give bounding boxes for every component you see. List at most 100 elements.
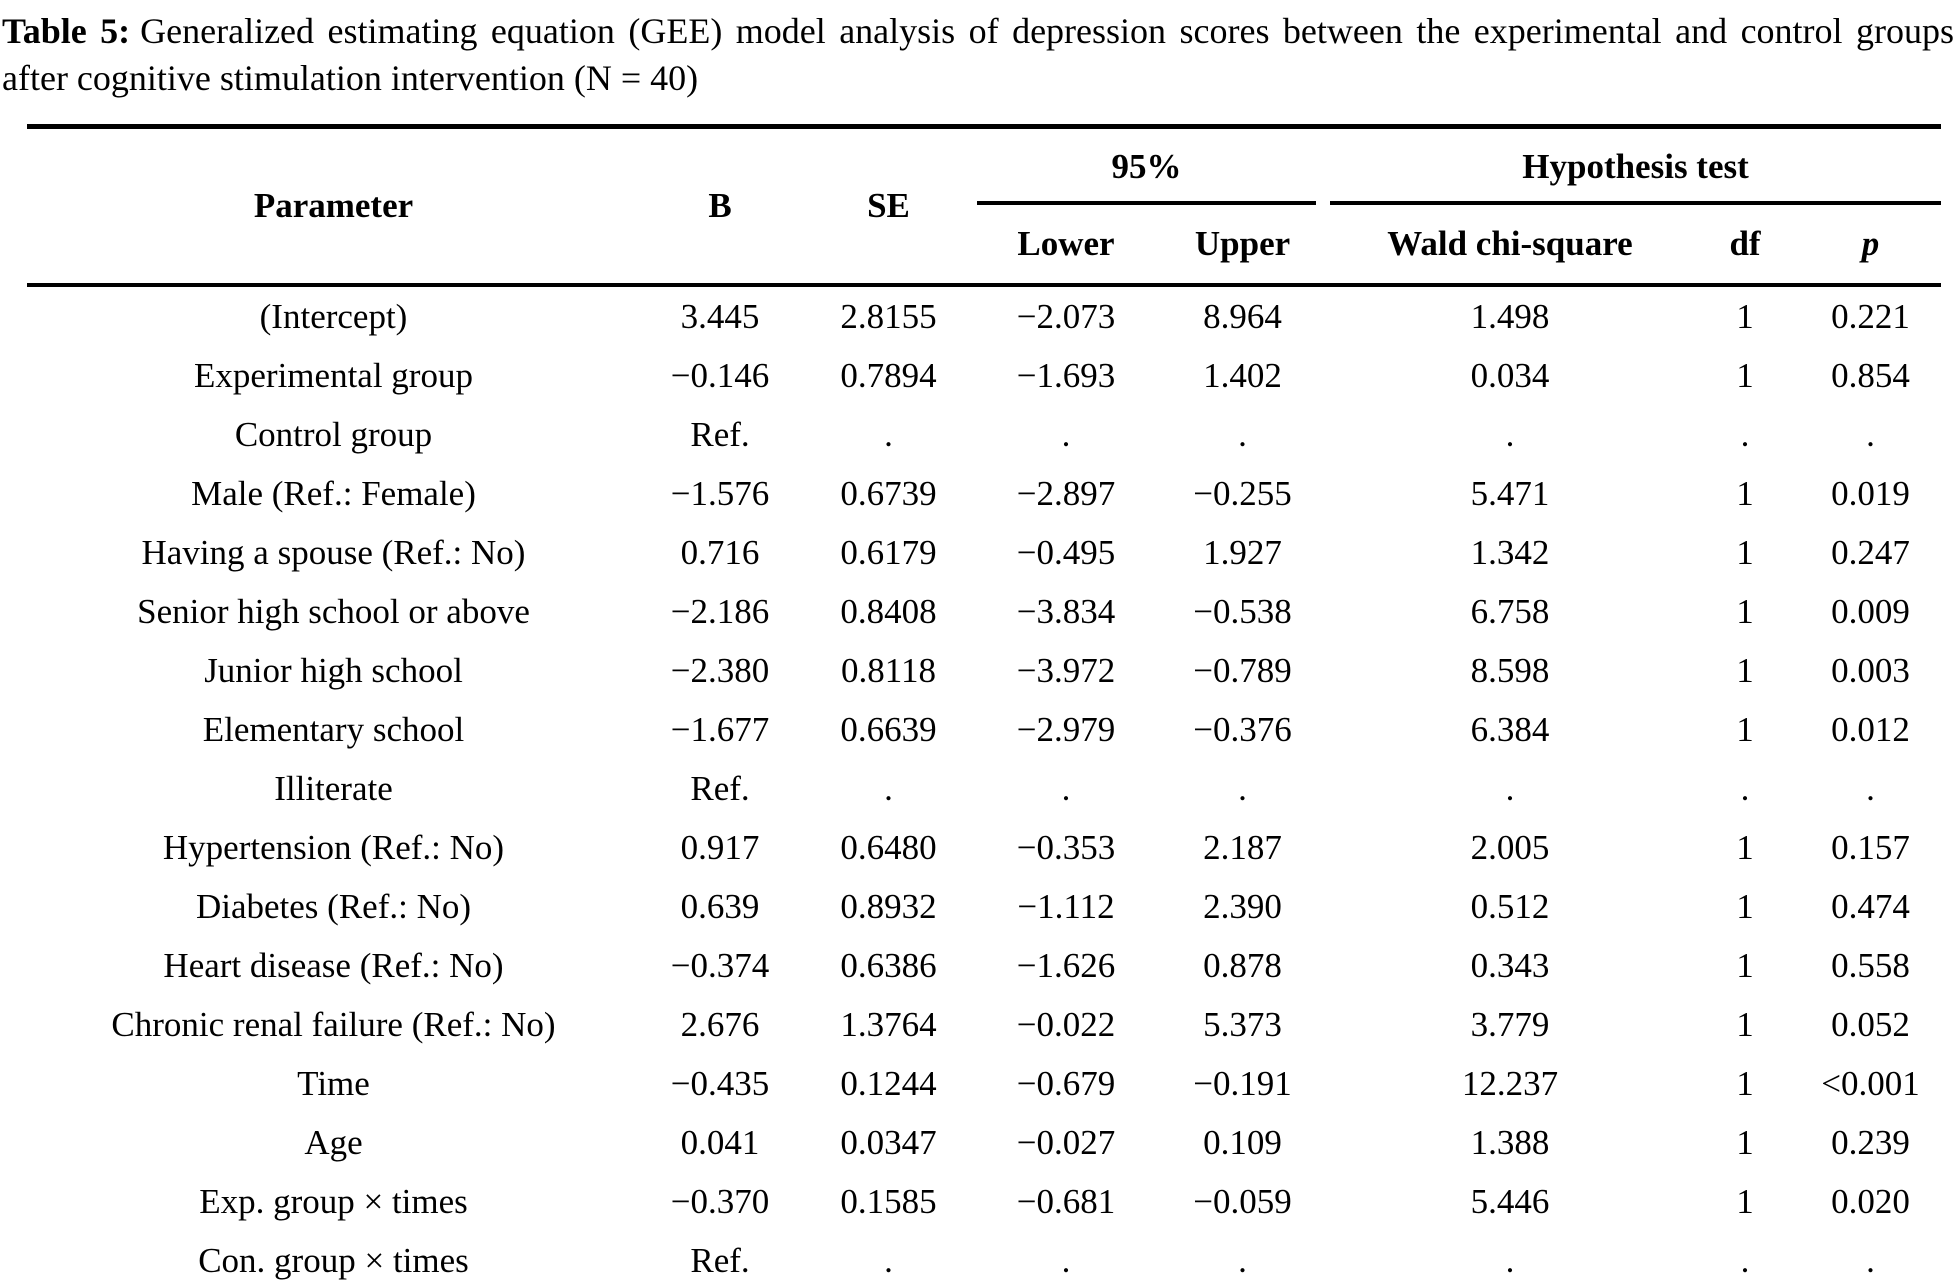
value-cell: . [1866, 414, 1875, 454]
value-cell: −0.679 [1016, 1063, 1116, 1103]
value-cell: 0.917 [680, 827, 760, 867]
value-cell: −1.626 [1016, 945, 1116, 985]
value-cell: −0.538 [1193, 591, 1292, 631]
value-cell: −1.677 [670, 709, 770, 749]
value-cell: −3.834 [1016, 591, 1116, 631]
value-cell: 0.1244 [840, 1063, 937, 1103]
value-cell: 0.6179 [840, 532, 937, 572]
value-cell: Ref. [690, 1240, 750, 1280]
header-parameter: Parameter [27, 126, 640, 287]
header-row-spanners: Parameter B SE 95% Hypothesis test [27, 126, 1942, 287]
value-cell: 0.247 [1831, 532, 1910, 572]
value-cell: 1.498 [1470, 296, 1550, 336]
value-cell: 0.109 [1203, 1122, 1282, 1162]
value-cell: . [1505, 1240, 1515, 1280]
value-cell: 0.716 [680, 532, 760, 572]
value-cell: −2.979 [1016, 709, 1116, 749]
value-cell: 1 [1736, 827, 1754, 867]
table-row: Time −0.435 0.1244 −0.679 −0.191 12.237 1 <0.00… [27, 1054, 1941, 1113]
table-row: Con. group × times Ref....... [27, 1231, 1941, 1284]
table-body: (Intercept) 3.445 2.8155 −2.073 8.964 1.498 1 0… [27, 285, 1941, 1284]
table-header: Parameter B SE 95% Hypothesis test Lower… [27, 126, 1942, 287]
value-cell: 6.384 [1470, 709, 1550, 749]
value-cell: 0.558 [1831, 945, 1910, 985]
value-cell: 0.221 [1831, 296, 1910, 336]
value-cell: −0.376 [1193, 709, 1292, 749]
value-cell: 1 [1736, 532, 1754, 572]
value-cell: . [1740, 414, 1750, 454]
table-row: Age 0.041 0.0347 −0.027 0.109 1.388 1 0.239 [27, 1113, 1941, 1172]
value-cell: 0.6386 [840, 945, 937, 985]
value-cell: 1 [1736, 1063, 1754, 1103]
value-cell: 1 [1736, 473, 1754, 513]
value-cell: . [1238, 1240, 1247, 1280]
value-cell: 1 [1736, 591, 1754, 631]
value-cell: −0.353 [1016, 827, 1116, 867]
value-cell: Ref. [690, 414, 750, 454]
header-wald: Wald chi-square [1330, 205, 1690, 287]
value-cell: 0.8118 [841, 650, 936, 690]
header-upper: Upper [1155, 205, 1330, 287]
value-cell: 3.779 [1470, 1004, 1550, 1044]
value-cell: 2.8155 [840, 296, 937, 336]
value-cell: . [1866, 768, 1875, 808]
value-cell: 1 [1736, 886, 1754, 926]
value-cell: 0.639 [680, 886, 760, 926]
value-cell: 2.676 [680, 1004, 760, 1044]
value-cell: 0.157 [1831, 827, 1910, 867]
value-cell: Ref. [690, 768, 750, 808]
table-row: Chronic renal failure (Ref.: No) 2.676 1.3… [27, 995, 1941, 1054]
gee-table: Parameter B SE 95% Hypothesis test Lower… [27, 124, 1942, 1284]
table-row: Senior high school or above −2.186 0.8408 −… [27, 582, 1941, 641]
value-cell: . [1505, 414, 1515, 454]
value-cell: 2.187 [1203, 827, 1282, 867]
value-cell: 0.854 [1831, 355, 1910, 395]
value-cell: −1.112 [1017, 886, 1115, 926]
value-cell: 1.3764 [840, 1004, 937, 1044]
value-cell: . [1505, 768, 1515, 808]
value-cell: 0.343 [1470, 945, 1550, 985]
table-caption: Table 5: Generalized estimating equation … [0, 0, 1956, 102]
value-cell: . [1740, 1240, 1750, 1280]
value-cell: 0.012 [1831, 709, 1910, 749]
value-cell: −0.059 [1193, 1181, 1292, 1221]
value-cell: 8.964 [1203, 296, 1282, 336]
value-cell: 1 [1736, 1004, 1754, 1044]
value-cell: 5.471 [1470, 473, 1550, 513]
value-cell: 1 [1736, 296, 1754, 336]
header-se: SE [800, 126, 977, 287]
value-cell: 2.005 [1470, 827, 1550, 867]
value-cell: −2.380 [670, 650, 770, 690]
value-cell: 0.6639 [840, 709, 937, 749]
value-cell: −0.027 [1016, 1122, 1116, 1162]
value-cell: −0.022 [1016, 1004, 1116, 1044]
value-cell: −0.191 [1193, 1063, 1292, 1103]
value-cell: 0.020 [1831, 1181, 1910, 1221]
table-row: Experimental group −0.146 0.7894 −1.693 1.40… [27, 346, 1941, 405]
value-cell: 6.758 [1470, 591, 1550, 631]
parameter-cell: Experimental group [194, 355, 473, 395]
parameter-cell: Having a spouse (Ref.: No) [141, 532, 526, 572]
value-cell: −2.073 [1016, 296, 1116, 336]
value-cell: 8.598 [1470, 650, 1550, 690]
value-cell: −1.576 [670, 473, 770, 513]
value-cell: 1.388 [1470, 1122, 1550, 1162]
value-cell: 0.8932 [840, 886, 937, 926]
value-cell: 1.402 [1203, 355, 1282, 395]
header-b: B [640, 126, 800, 287]
value-cell: 1 [1736, 945, 1754, 985]
value-cell: 1.342 [1470, 532, 1550, 572]
value-cell: 0.009 [1831, 591, 1910, 631]
table-row: Diabetes (Ref.: No) 0.639 0.8932 −1.112 2.39… [27, 877, 1941, 936]
value-cell: −0.370 [670, 1181, 770, 1221]
value-cell: 0.474 [1831, 886, 1910, 926]
value-cell: 2.390 [1203, 886, 1282, 926]
header-row-sub: Lower Upper Wald chi-square df p [27, 205, 1942, 287]
value-cell: . [884, 768, 893, 808]
header-hypothesis-spanner: Hypothesis test [1330, 127, 1942, 205]
value-cell: <0.001 [1821, 1063, 1920, 1103]
value-cell: . [1740, 768, 1750, 808]
parameter-cell: Illiterate [274, 768, 393, 808]
table-row: Junior high school −2.380 0.8118 −3.972 −0.7… [27, 641, 1941, 700]
